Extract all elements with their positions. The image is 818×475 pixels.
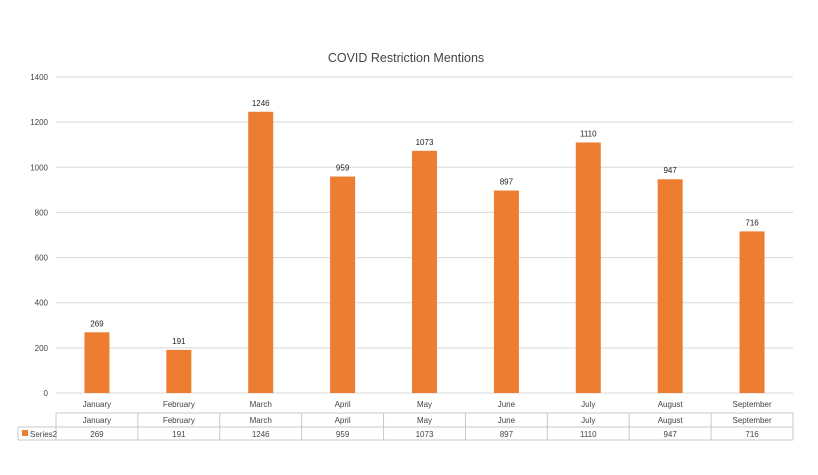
table-value-cell: 716 [745, 430, 759, 439]
table-header-cell: August [658, 416, 684, 425]
bar [657, 179, 683, 393]
data-label: 1110 [580, 129, 597, 138]
data-label: 1246 [252, 99, 270, 108]
table-header-cell: September [732, 416, 771, 425]
data-label: 269 [90, 319, 104, 328]
table-header-cell: July [581, 416, 595, 425]
legend-series-name: Series2 [30, 430, 58, 439]
y-tick-label: 0 [44, 389, 49, 398]
table-value-cell: 269 [90, 430, 104, 439]
table-value-cell: 1110 [580, 430, 597, 439]
data-label: 897 [500, 178, 514, 187]
table-header-cell: March [250, 416, 272, 425]
x-axis-label: September [732, 400, 771, 409]
x-axis-label: May [417, 400, 432, 409]
table-value-cell: 191 [172, 430, 186, 439]
bar [493, 190, 519, 393]
y-tick-label: 1000 [30, 163, 48, 172]
y-axis-ticks: 0 200 400 600 800 1000 1200 1400 [30, 73, 48, 398]
bar [84, 332, 110, 393]
y-tick-label: 800 [35, 208, 49, 217]
y-tick-label: 400 [35, 299, 49, 308]
table-value-cell: 947 [663, 430, 677, 439]
y-tick-label: 1400 [30, 73, 48, 82]
data-label: 947 [663, 166, 677, 175]
legend-swatch [22, 430, 28, 436]
table-header-cell: January [83, 416, 111, 425]
data-label: 191 [172, 337, 186, 346]
x-axis-label: July [581, 400, 595, 409]
x-axis-label: August [658, 400, 684, 409]
x-axis-label: February [163, 400, 195, 409]
data-labels: 269 191 1246 959 1073 897 1110 947 716 [90, 99, 759, 346]
x-axis-label: June [498, 400, 516, 409]
x-axis-label: April [335, 400, 351, 409]
data-table: January January 269 February February 191 Marc… [17, 400, 794, 441]
table-header-cell: April [335, 416, 351, 425]
bar [166, 349, 192, 393]
table-header-cell: June [498, 416, 516, 425]
table-header-cell: May [417, 416, 432, 425]
y-tick-label: 1200 [30, 118, 48, 127]
table-value-cell: 897 [500, 430, 514, 439]
bar [739, 231, 765, 393]
bar [412, 150, 437, 393]
chart-title: COVID Restriction Mentions [328, 51, 484, 65]
y-tick-label: 600 [35, 254, 49, 263]
bar [248, 111, 274, 393]
table-value-cell: 1246 [252, 430, 270, 439]
x-axis-label: January [83, 400, 111, 409]
bars [84, 111, 765, 393]
table-header-cell: February [163, 416, 195, 425]
data-label: 959 [336, 164, 350, 173]
y-tick-label: 200 [35, 344, 49, 353]
data-label: 1073 [416, 138, 434, 147]
table-value-cell: 1073 [416, 430, 434, 439]
table-value-cell: 959 [336, 430, 350, 439]
data-label: 716 [745, 218, 759, 227]
x-axis-label: March [250, 400, 272, 409]
bar [575, 142, 601, 393]
bar [330, 176, 356, 393]
